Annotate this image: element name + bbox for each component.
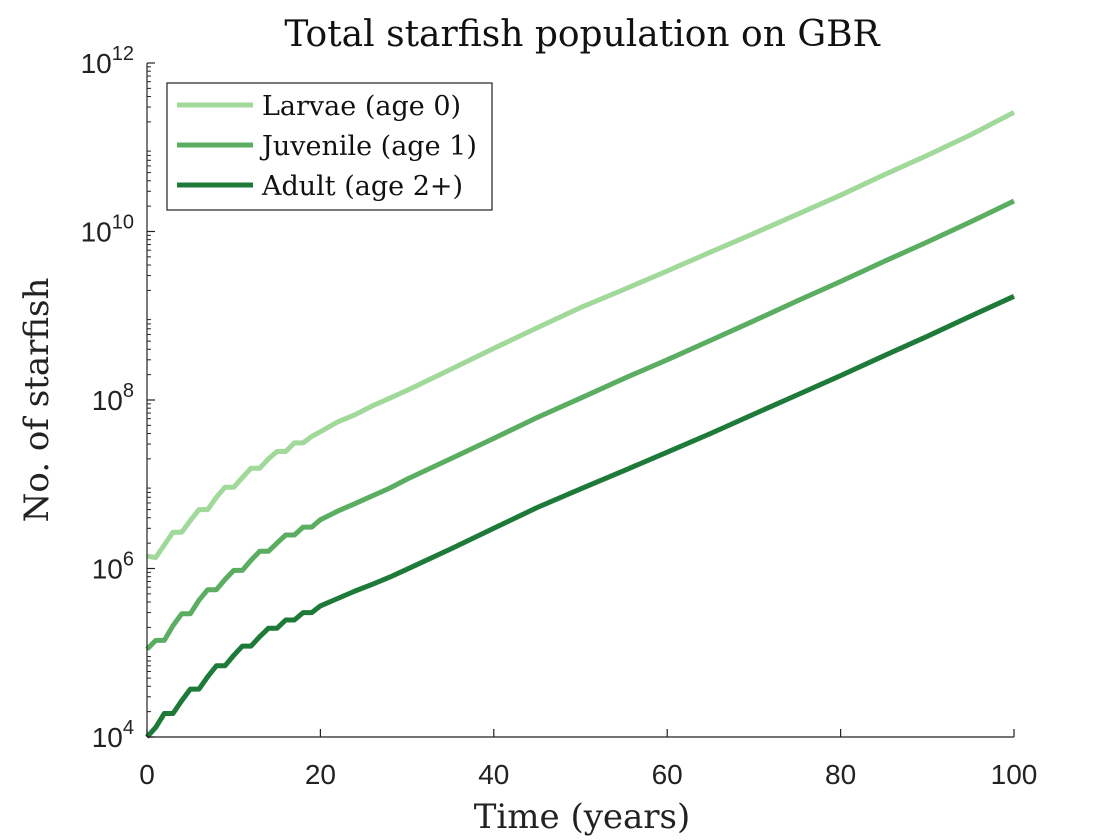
x-axis-label: Time (years) [474, 797, 691, 837]
legend: Larvae (age 0) Juvenile (age 1) Adult (age… [166, 82, 493, 211]
legend-label-0: Larvae (age 0) [262, 91, 461, 122]
x-tick-label: 20 [305, 759, 336, 790]
legend-label-2: Adult (age 2+) [261, 171, 463, 202]
y-tick-label: 106 [92, 549, 134, 585]
axes: 0 20 40 60 80 100 104 106 108 1010 1012 [81, 43, 1038, 790]
legend-label-1: Juvenile (age 1) [259, 131, 477, 162]
chart-title: Total starfish population on GBR [284, 14, 880, 55]
y-tick-label: 1012 [81, 43, 134, 79]
series-layer [145, 110, 1016, 739]
series-line-0 [146, 110, 1016, 560]
series-line-2 [145, 294, 1016, 739]
y-tick-label: 104 [92, 717, 134, 753]
x-tick-label: 40 [478, 759, 509, 790]
y-axis-label: No. of starfish [17, 278, 57, 523]
x-tick-label: 100 [991, 759, 1038, 790]
y-tick-label: 1010 [81, 212, 134, 248]
y-tick-label: 108 [92, 380, 134, 416]
x-tick-label: 80 [825, 759, 856, 790]
series-line-1 [145, 198, 1016, 652]
x-tick-label: 60 [652, 759, 683, 790]
x-tick-label: 0 [139, 759, 155, 790]
